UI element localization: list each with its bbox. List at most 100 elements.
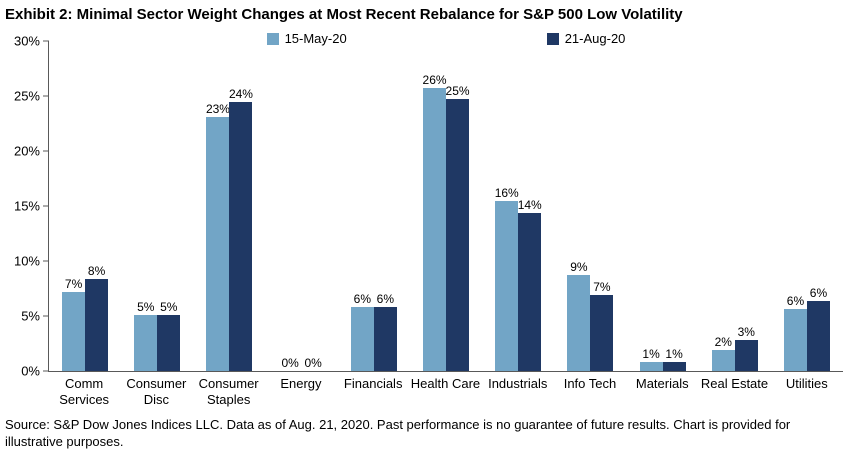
x-axis-category-label-financials: Financials — [343, 376, 403, 391]
x-axis-category-label-materials: Materials — [635, 376, 689, 391]
bar-group-financials: 6% 6% — [338, 41, 410, 371]
bar-21-aug-20-health-care — [446, 99, 470, 371]
bar-21-aug-20-financials — [373, 307, 397, 371]
y-axis-tick-label: 15% — [13, 198, 40, 214]
bar-21-aug-20-utilities — [806, 300, 830, 371]
x-axis-category-label-health-care: Health Care — [410, 376, 481, 391]
y-axis-tick-mark — [43, 95, 49, 97]
y-axis-tick-mark — [43, 40, 49, 42]
bar-wrap: 3% — [734, 41, 758, 371]
bar-value-label: 7% — [64, 276, 83, 291]
bar-wrap: 14% — [517, 41, 542, 371]
bar-value-label: 3% — [737, 325, 755, 340]
bar-group-materials: 1% 1% — [627, 41, 699, 371]
legend-item-may: 15-May-20 — [266, 31, 347, 46]
x-axis-category-label-comm-services: Comm Services — [59, 376, 110, 407]
bar-value-label: 6% — [786, 294, 805, 309]
bar-value-label: 14% — [517, 197, 542, 212]
bar-value-label: 9% — [570, 260, 588, 275]
bar-group-real-estate: 2% 3% — [699, 41, 771, 371]
bar-value-label: 7% — [593, 280, 611, 295]
bar-value-label: 24% — [228, 86, 253, 101]
bar-group-industrials: 16% 14% — [482, 41, 554, 371]
bar-wrap: 16% — [494, 41, 519, 371]
bar-value-label: 6% — [809, 285, 828, 300]
y-axis-tick-label: 20% — [13, 143, 40, 159]
bar-value-label: 6% — [353, 292, 372, 307]
legend-swatch-may-icon — [266, 32, 279, 45]
bar-value-label: 1% — [665, 347, 683, 362]
bar-21-aug-20-consumer-staples — [229, 101, 253, 371]
bar-15-may-20-utilities — [783, 309, 807, 371]
bar-value-label: 6% — [376, 292, 395, 307]
bar-15-may-20-real-estate — [711, 350, 735, 371]
legend-swatch-aug-icon — [546, 32, 559, 45]
bar-group-utilities: 6% 6% — [771, 41, 843, 371]
x-axis-category-label-energy: Energy — [280, 376, 322, 391]
bar-wrap: 1% — [639, 41, 663, 371]
bar-15-may-20-health-care — [423, 88, 447, 371]
bar-value-label: 1% — [642, 347, 660, 362]
x-axis-category-label-consumer-staples: Consumer Staples — [198, 376, 259, 407]
bar-wrap: 24% — [228, 41, 253, 371]
y-axis-tick-mark — [43, 370, 49, 372]
y-axis-tick-mark — [43, 260, 49, 262]
x-axis-category-label-industrials: Industrials — [488, 376, 548, 391]
bar-group-info-tech: 9% 7% — [554, 41, 626, 371]
y-axis-tick-mark — [43, 315, 49, 317]
bar-wrap: 0% — [302, 41, 325, 371]
y-axis-tick-label: 5% — [21, 308, 40, 324]
bar-15-may-20-consumer-disc — [134, 314, 158, 371]
bar-21-aug-20-real-estate — [734, 340, 758, 371]
y-axis-tick-label: 10% — [13, 253, 40, 269]
bar-value-label: 26% — [422, 73, 447, 88]
bar-wrap: 6% — [783, 41, 807, 371]
bar-group-consumer-staples: 23% 24% — [193, 41, 265, 371]
bar-wrap: 2% — [711, 41, 735, 371]
bar-15-may-20-consumer-staples — [206, 116, 230, 371]
bar-wrap: 8% — [85, 41, 109, 371]
bar-wrap: 7% — [62, 41, 86, 371]
bar-value-label: 5% — [160, 299, 178, 314]
bar-wrap: 5% — [134, 41, 158, 371]
bar-value-label: 5% — [137, 299, 155, 314]
bar-wrap: 23% — [205, 41, 230, 371]
bar-wrap: 6% — [373, 41, 397, 371]
bar-value-label: 23% — [205, 101, 230, 116]
bar-group-consumer-disc: 5% 5% — [121, 41, 193, 371]
bar-group-health-care: 26% 25% — [410, 41, 482, 371]
bar-wrap: 1% — [662, 41, 686, 371]
bar-wrap: 5% — [157, 41, 181, 371]
bar-value-label: 25% — [445, 84, 470, 99]
plot-area: 15-May-20 21-Aug-20 7% 8% 5% 5% 23% 24% 0% 0% 6%… — [14, 31, 843, 378]
x-axis-category-label-utilities: Utilities — [785, 376, 828, 391]
bar-21-aug-20-comm-services — [85, 278, 109, 371]
x-axis-category-label-info-tech: Info Tech — [563, 376, 617, 391]
bar-21-aug-20-materials — [662, 362, 686, 371]
x-axis-category-label-real-estate: Real Estate — [700, 376, 769, 391]
bar-group-energy: 0% 0% — [266, 41, 338, 371]
bar-15-may-20-materials — [639, 362, 663, 371]
bar-21-aug-20-industrials — [518, 212, 542, 371]
bar-value-label: 16% — [494, 185, 519, 200]
bar-groups: 7% 8% 5% 5% 23% 24% 0% 0% 6% 6% 26% 25% 16% 14% 9% 7% 1%… — [49, 41, 843, 371]
bar-21-aug-20-info-tech — [590, 295, 614, 371]
y-axis-tick-mark — [43, 150, 49, 152]
bar-value-label: 0% — [281, 356, 299, 370]
bar-wrap: 6% — [806, 41, 830, 371]
bar-value-label: 0% — [304, 356, 322, 370]
legend-label-aug: 21-Aug-20 — [564, 31, 626, 46]
y-axis-tick-label: 30% — [13, 33, 40, 49]
y-axis-tick-label: 25% — [13, 88, 40, 104]
bar-wrap: 25% — [445, 41, 470, 371]
bar-wrap: 9% — [567, 41, 591, 371]
bar-wrap: 7% — [590, 41, 614, 371]
bar-wrap: 26% — [422, 41, 447, 371]
y-axis-tick-label: 0% — [21, 363, 40, 379]
x-axis-category-labels: Comm Services Consumer Disc Consumer Stapl… — [48, 376, 843, 408]
bar-wrap: 0% — [279, 41, 302, 371]
bar-group-comm-services: 7% 8% — [49, 41, 121, 371]
bar-15-may-20-financials — [350, 307, 374, 371]
bar-15-may-20-industrials — [495, 200, 519, 371]
chart-title: Exhibit 2: Minimal Sector Weight Changes… — [5, 6, 683, 23]
